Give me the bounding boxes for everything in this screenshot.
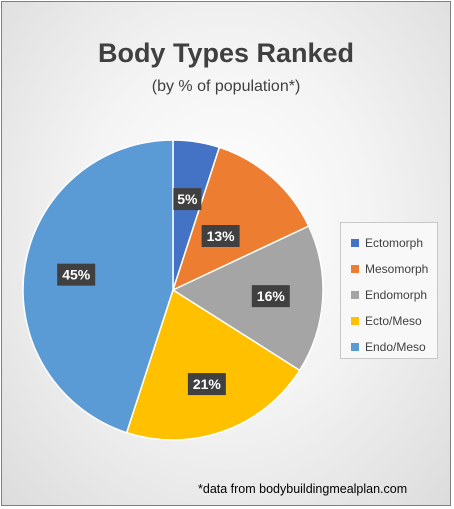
chart-subtitle: (by % of population*) xyxy=(151,78,301,95)
legend-swatch xyxy=(351,317,359,325)
legend-item-ecto-meso: Ecto/Meso xyxy=(341,308,437,334)
pie-slice-ecto-meso xyxy=(125,288,301,441)
data-label: 21% xyxy=(187,373,226,396)
data-label-box xyxy=(251,285,290,308)
legend-swatch xyxy=(351,239,359,247)
data-label-text: 16% xyxy=(257,288,286,304)
pie-slice-mesomorph xyxy=(171,146,310,292)
legend-swatch xyxy=(351,265,359,273)
data-label-box xyxy=(57,263,96,286)
legend-label: Endo/Meso xyxy=(365,340,426,354)
pie-slice-endo-meso xyxy=(22,139,174,434)
legend-item-endo-meso: Endo/Meso xyxy=(341,334,437,360)
legend-item-mesomorph: Mesomorph xyxy=(341,256,437,282)
data-label: 5% xyxy=(173,188,202,211)
legend-item-ectomorph: Ectomorph xyxy=(341,230,437,256)
legend-label: Mesomorph xyxy=(365,262,429,276)
chart-legend: Ectomorph Mesomorph Endomorph Ecto/Meso … xyxy=(340,222,438,359)
data-label-box xyxy=(201,224,240,247)
legend-item-endomorph: Endomorph xyxy=(341,282,437,308)
data-label: 45% xyxy=(57,263,96,286)
data-label-text: 13% xyxy=(207,228,236,244)
data-label: 16% xyxy=(251,285,290,308)
legend-swatch xyxy=(351,343,359,351)
legend-label: Endomorph xyxy=(365,288,428,302)
chart-title: Body Types Ranked xyxy=(97,38,355,68)
data-label-box xyxy=(173,188,202,211)
legend-label: Ectomorph xyxy=(365,236,424,250)
data-label-text: 21% xyxy=(193,376,222,392)
data-label: 13% xyxy=(201,224,240,247)
data-label-text: 45% xyxy=(62,267,91,283)
legend-swatch xyxy=(351,291,359,299)
pie-slice-endomorph xyxy=(171,225,324,372)
legend-label: Ecto/Meso xyxy=(365,314,422,328)
data-label-text: 5% xyxy=(177,191,198,207)
footnote: *data from bodybuildingmealplan.com xyxy=(198,482,408,496)
data-label-box xyxy=(187,373,226,396)
